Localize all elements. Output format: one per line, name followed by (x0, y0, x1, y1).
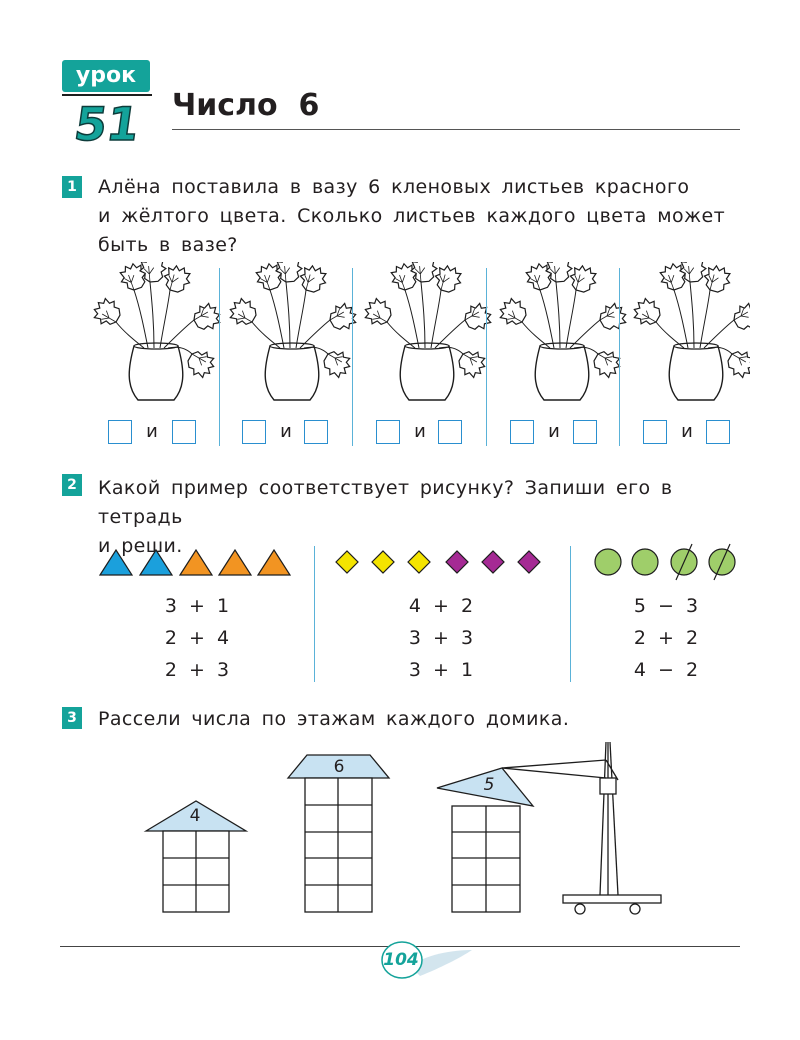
task-number-badge: 3 (62, 707, 82, 729)
vase-icon (630, 262, 750, 400)
expression: 2 + 2 (633, 627, 699, 649)
answer-box-red[interactable] (643, 420, 667, 444)
house-number-label: 6 (333, 757, 345, 777)
roof (436, 767, 535, 807)
and-label: и (280, 421, 292, 442)
column-divider (570, 546, 571, 682)
column-divider (486, 268, 487, 446)
triangle-icon (178, 548, 214, 576)
diamond-icon (517, 550, 541, 574)
task2-line: и реши. (98, 535, 183, 557)
column-divider (314, 546, 315, 682)
answer-box-yellow[interactable] (438, 420, 462, 444)
column-divider (619, 268, 620, 446)
diamond-icon (445, 550, 469, 574)
expression: 4 − 2 (633, 659, 699, 681)
answer-box-yellow[interactable] (706, 420, 730, 444)
column-divider (219, 268, 220, 446)
task1-line: Алёна поставила в вазу 6 кленовых листье… (98, 176, 690, 198)
vase-icon (226, 262, 360, 400)
house-4 (143, 800, 249, 913)
expression: 2 + 3 (164, 659, 230, 681)
column-divider (352, 268, 353, 446)
diamond-icon (481, 550, 505, 574)
page-title: Число 6 (172, 88, 320, 123)
triangle-icon (98, 548, 134, 576)
answer-box-red[interactable] (376, 420, 400, 444)
task-number-badge: 1 (62, 176, 82, 198)
circle-icon (594, 548, 622, 576)
circle-icon (631, 548, 659, 576)
house-number-label: 4 (189, 806, 201, 826)
title-rule (172, 129, 740, 130)
lesson-label: урок (62, 60, 150, 92)
task-number-badge: 2 (62, 474, 82, 496)
lesson-divider (62, 94, 152, 96)
expression: 3 + 1 (164, 595, 230, 617)
task2-text: Какой пример соответствует рисунку? Запи… (98, 474, 758, 561)
diamond-icon (407, 550, 431, 574)
page-number: 104 (383, 950, 419, 970)
cross-out-line (675, 543, 693, 581)
answer-box-yellow[interactable] (573, 420, 597, 444)
page-number-swoosh (381, 941, 472, 979)
vase-icon (496, 262, 630, 400)
house-6 (286, 754, 391, 913)
diamond-icon (335, 550, 359, 574)
answer-box-red[interactable] (108, 420, 132, 444)
triangle-icon (138, 548, 174, 576)
task1-text: Алёна поставила в вазу 6 кленовых листье… (98, 173, 748, 260)
expression: 4 + 2 (408, 595, 474, 617)
expression: 3 + 3 (408, 627, 474, 649)
task1-line: и жёлтого цвета. Сколько листьев каждого… (98, 205, 726, 227)
expression: 2 + 4 (164, 627, 230, 649)
and-label: и (548, 421, 560, 442)
expression: 5 − 3 (633, 595, 699, 617)
cross-out-line (713, 543, 731, 581)
houses-illustration (143, 741, 662, 915)
task1-line: быть в вазе? (98, 234, 238, 256)
vase-icon (90, 262, 224, 400)
and-label: и (146, 421, 158, 442)
answer-box-red[interactable] (242, 420, 266, 444)
triangle-icon (217, 548, 253, 576)
house-5 (436, 767, 535, 913)
vase-icon (361, 262, 495, 400)
expression: 3 + 1 (408, 659, 474, 681)
crane-icon (501, 741, 662, 915)
triangle-icon (256, 548, 292, 576)
task3-text: Рассели числа по этажам каждого домика. (98, 708, 570, 730)
answer-box-red[interactable] (510, 420, 534, 444)
lesson-number: 51 (70, 96, 143, 152)
answer-box-yellow[interactable] (172, 420, 196, 444)
answer-box-yellow[interactable] (304, 420, 328, 444)
shapes-row (98, 543, 736, 581)
diamond-icon (371, 550, 395, 574)
and-label: и (681, 421, 693, 442)
house-number-label: 5 (483, 775, 495, 795)
and-label: и (414, 421, 426, 442)
task2-line: Какой пример соответствует рисунку? Запи… (98, 477, 673, 528)
